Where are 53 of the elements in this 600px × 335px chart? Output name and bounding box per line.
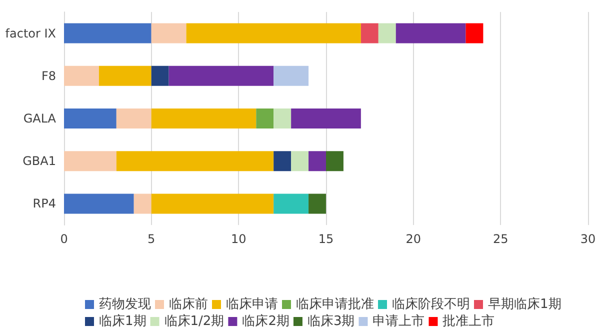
y-tick-label: factor IX — [5, 26, 56, 40]
legend-label: 临床2期 — [242, 314, 290, 329]
legend-label: 批准上市 — [442, 314, 495, 329]
bar — [396, 23, 466, 44]
x-tick-label: 30 — [580, 232, 596, 246]
legend-label: 临床3期 — [307, 314, 355, 329]
legend-label: 临床前 — [169, 297, 208, 312]
y-tick-label: GBA1 — [22, 154, 56, 168]
legend-label: 临床阶段不明 — [392, 297, 470, 312]
x-tick-label: 0 — [60, 232, 68, 246]
bar — [64, 66, 99, 86]
legend-label: 申请上市 — [372, 314, 425, 329]
legend-label: 早期临床1期 — [488, 297, 562, 312]
bar — [274, 151, 292, 172]
bar — [326, 151, 344, 172]
bar — [116, 151, 274, 172]
bar — [151, 108, 256, 128]
bar — [151, 66, 169, 86]
bar — [168, 66, 274, 86]
bar — [64, 23, 152, 44]
bar — [151, 23, 186, 44]
x-tick-label: 15 — [318, 232, 334, 246]
y-tick-label: RP4 — [32, 196, 56, 211]
bar — [186, 23, 361, 44]
y-tick-label: GALA — [23, 112, 57, 126]
bar — [134, 194, 152, 214]
bar — [291, 108, 361, 128]
x-tick-label: 20 — [406, 232, 421, 246]
bar — [256, 108, 274, 128]
bar — [98, 66, 152, 86]
legend-label: 临床申请 — [226, 297, 278, 312]
y-tick-label: F8 — [41, 68, 56, 83]
bar — [308, 151, 326, 172]
bar — [274, 108, 292, 128]
legend-label: 临床申请批准 — [296, 297, 374, 312]
bar — [308, 194, 326, 214]
bar — [64, 194, 134, 214]
bar — [64, 108, 116, 128]
bar — [151, 194, 274, 214]
legend-label: 药物发现 — [99, 297, 151, 312]
bar — [378, 23, 396, 44]
bar — [274, 194, 309, 214]
legend-label: 临床1期 — [99, 314, 146, 329]
bar — [360, 23, 378, 44]
bar — [64, 151, 116, 172]
x-tick-label: 10 — [231, 232, 246, 246]
bar — [291, 151, 309, 172]
legend-label: 临床1/2期 — [164, 314, 224, 329]
bar — [274, 66, 309, 86]
bar — [116, 108, 152, 128]
x-tick-label: 5 — [148, 232, 156, 246]
bar — [466, 23, 484, 44]
x-tick-label: 25 — [493, 232, 508, 246]
